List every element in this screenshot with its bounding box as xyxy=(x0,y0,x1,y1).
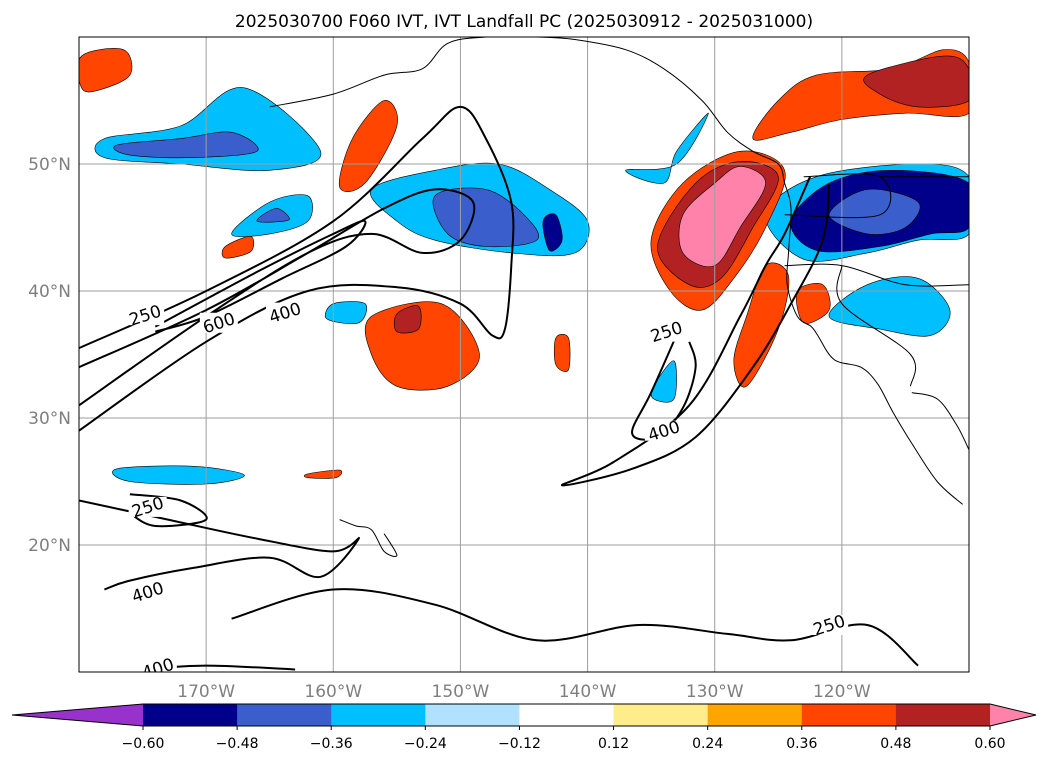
pc-fill-region xyxy=(542,213,563,252)
contour-label-bg xyxy=(647,321,686,342)
colorbar-segment xyxy=(801,704,897,726)
colorbar-extend-high xyxy=(990,704,1036,726)
ivt-contour xyxy=(154,219,367,333)
coastline xyxy=(269,37,963,505)
colorbar-tick-label: 0.24 xyxy=(692,736,723,752)
colorbar-tick-label: 0.60 xyxy=(974,736,1005,752)
contour-label-bg xyxy=(644,420,683,441)
colorbar-segment xyxy=(613,704,709,726)
pc-fill-region xyxy=(432,187,539,248)
pc-fill-region xyxy=(863,55,969,108)
coastline xyxy=(339,519,398,557)
y-tick-label: 50°N xyxy=(28,155,71,175)
colorbar: −0.60 −0.48 −0.36 −0.24 −0.12 0.12 0.24 0.36 0.4… xyxy=(11,703,1037,752)
colorbar-tick-label: 0.48 xyxy=(880,736,911,752)
contour-label-bg xyxy=(199,312,238,333)
colorbar-tick-label: −0.12 xyxy=(498,736,541,752)
pc-fill-region xyxy=(828,276,951,337)
pc-fill-region xyxy=(733,262,790,388)
pc-fill-region xyxy=(393,305,422,334)
colorbar-tick-label: 0.36 xyxy=(786,736,817,752)
contour-label-bg xyxy=(126,305,165,326)
pc-fill-region xyxy=(256,208,290,223)
pc-fill-region xyxy=(113,131,259,159)
colorbar-tick-label: −0.60 xyxy=(122,736,165,752)
map-frame xyxy=(78,36,970,673)
colorbar-segment xyxy=(895,704,991,726)
x-tick-label: 170°W xyxy=(177,682,235,702)
chart-title: 2025030700 F060 IVT, IVT Landfall PC (20… xyxy=(235,12,813,32)
pc-fill-region xyxy=(553,334,571,372)
y-tick-label: 20°N xyxy=(28,536,71,556)
pc-fill-region xyxy=(112,465,245,485)
pc-fill-region xyxy=(364,301,480,391)
ivt-contour xyxy=(79,499,360,591)
colorbar-segment xyxy=(237,704,332,726)
colorbar-segment xyxy=(331,704,426,726)
colorbar-segment xyxy=(143,704,238,726)
pc-fill-region xyxy=(324,301,368,324)
colorbar-segment xyxy=(519,704,615,726)
contour-label-bg xyxy=(128,581,167,602)
axis-layer: 170°W 160°W 150°W 140°W 130°W 120°W 20°N 30°N 40… xyxy=(28,155,871,702)
contour-label-bg xyxy=(138,658,177,672)
ivt-contour xyxy=(561,176,831,487)
contour-label-bg xyxy=(265,302,304,323)
contour-label-bg xyxy=(810,615,849,636)
pc-fill-region xyxy=(625,112,709,184)
colorbar-tick-label: −0.48 xyxy=(216,736,259,752)
colorbar-tick-label: 0.12 xyxy=(598,736,629,752)
pc-fill-region xyxy=(650,360,677,403)
contour-label-bg xyxy=(128,496,167,517)
colorbar-segment xyxy=(707,704,803,726)
pc-fill-region xyxy=(338,100,398,192)
pc-fill-region xyxy=(795,283,831,324)
pc-fill-region xyxy=(678,166,766,267)
x-tick-label: 130°W xyxy=(686,682,744,702)
x-tick-label: 120°W xyxy=(813,682,871,702)
pc-fill-region xyxy=(79,48,133,93)
colorbar-tick-label: −0.36 xyxy=(310,736,353,752)
coastline xyxy=(836,265,917,387)
ivt-contour xyxy=(79,188,476,407)
y-tick-label: 30°N xyxy=(28,409,71,429)
colorbar-segment xyxy=(425,704,520,726)
coastline-layer xyxy=(269,37,969,557)
y-tick-label: 40°N xyxy=(28,282,71,302)
colorbar-extend-low xyxy=(12,704,143,726)
colorbar-tick-label: −0.24 xyxy=(404,736,447,752)
x-tick-label: 150°W xyxy=(432,682,490,702)
pc-fill-region xyxy=(221,236,255,259)
x-tick-label: 140°W xyxy=(559,682,617,702)
pc-fill-region xyxy=(828,188,921,235)
pc-fill-layer xyxy=(79,48,969,485)
x-tick-label: 160°W xyxy=(304,682,362,702)
coastline xyxy=(911,392,969,451)
coastline xyxy=(784,263,969,287)
ivt-contour xyxy=(79,105,515,432)
pc-fill-region xyxy=(303,469,343,479)
